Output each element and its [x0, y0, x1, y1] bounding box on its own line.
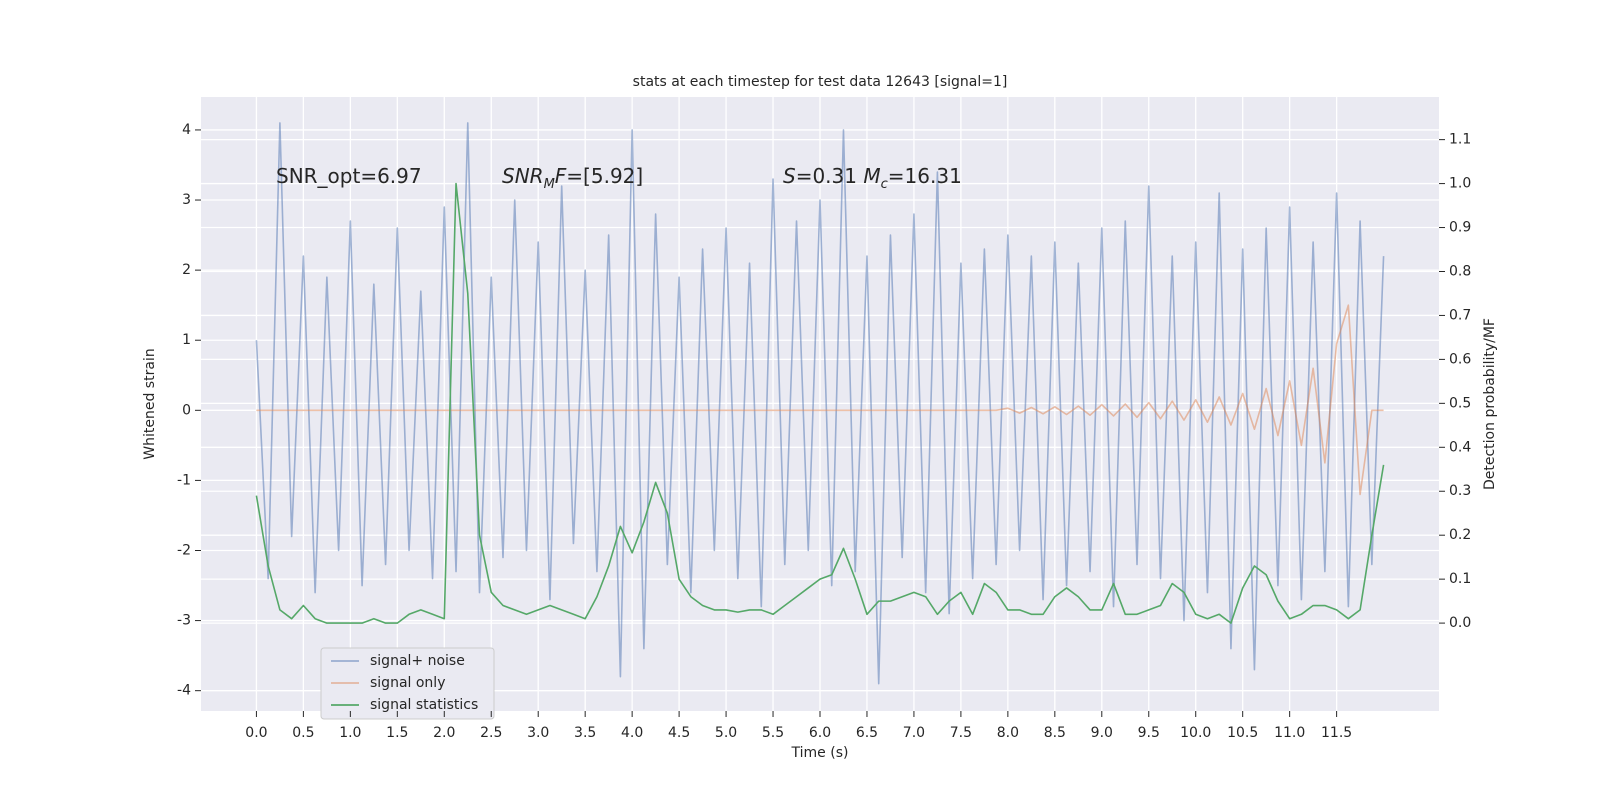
annotation-part: SNR	[502, 164, 544, 188]
annotation-part: =0.31	[796, 164, 864, 188]
y2-tick-label: 0.8	[1449, 263, 1471, 279]
x-tick-label: 3.5	[574, 725, 596, 741]
y-tick-label: 4	[182, 122, 191, 138]
annotation-part: =[5.92]	[566, 164, 643, 188]
annotation-part: M	[863, 164, 880, 188]
x-tick-label: 2.5	[480, 725, 502, 741]
series-line	[256, 304, 1384, 496]
legend-label: signal+ noise	[370, 653, 465, 669]
y2-tick-label: 0.2	[1449, 527, 1471, 543]
x-tick-label: 11.0	[1274, 725, 1305, 741]
x-axis-label: Time (s)	[791, 745, 849, 761]
x-tick-label: 5.5	[762, 725, 784, 741]
y-tick-label: 1	[182, 332, 191, 348]
annotation-part: SNR_opt=6.97	[276, 164, 422, 188]
y2-tick-label: 0.5	[1449, 395, 1471, 411]
annotation-part: S	[783, 164, 796, 188]
annotation: SNR_opt=6.97	[276, 164, 422, 188]
marks	[255, 122, 1385, 685]
y-tick-label: 2	[182, 262, 191, 278]
y-tick-label: -2	[177, 542, 191, 558]
x-tick-label: 7.5	[950, 725, 972, 741]
y2-tick-label: 0.4	[1449, 439, 1471, 455]
x-tick-label: 2.0	[433, 725, 455, 741]
y-tick-label: -3	[177, 613, 191, 629]
x-tick-label: 8.5	[1044, 725, 1066, 741]
x-tick-label: 5.0	[715, 725, 737, 741]
x-tick-label: 0.5	[292, 725, 314, 741]
x-tick-label: 4.5	[668, 725, 690, 741]
y-tick-label: -4	[177, 683, 191, 699]
y-tick-label: -1	[177, 472, 191, 488]
x-tick-label: 3.0	[527, 725, 549, 741]
x-tick-label: 10.0	[1180, 725, 1211, 741]
series-line	[255, 122, 1385, 685]
annotation: SNRMF=[5.92]	[502, 164, 643, 193]
x-tick-label: 9.0	[1091, 725, 1113, 741]
legend-label: signal only	[370, 675, 445, 691]
y2-tick-label: 0.3	[1449, 483, 1471, 499]
annotation-part: F	[555, 164, 567, 188]
y-tick-label: 0	[182, 402, 191, 418]
x-tick-label: 1.5	[386, 725, 408, 741]
x-tick-label: 11.5	[1321, 725, 1352, 741]
x-tick-label: 6.5	[856, 725, 878, 741]
annotation: S=0.31 Mc=16.31	[783, 164, 962, 193]
x-tick-label: 8.0	[997, 725, 1019, 741]
y2-tick-label: 0.7	[1449, 307, 1471, 323]
y2-tick-label: 1.1	[1449, 132, 1471, 148]
annotation-part: M	[544, 177, 555, 192]
y-axis-label: Whitened strain	[142, 348, 158, 459]
legend: signal+ noise signal only signal statistic…	[320, 647, 495, 720]
legend-label: signal statistics	[370, 697, 478, 713]
y2-tick-label: 0.1	[1449, 571, 1471, 587]
y-tick-label: 3	[182, 192, 191, 208]
y2-tick-label: 0.6	[1449, 351, 1471, 367]
annotation-part: c	[881, 177, 888, 192]
x-tick-label: 10.5	[1227, 725, 1258, 741]
series-line	[255, 182, 1385, 624]
x-tick-label: 0.0	[245, 725, 267, 741]
legend-box	[320, 647, 495, 720]
x-tick-label: 1.0	[339, 725, 361, 741]
chart-title: stats at each timestep for test data 126…	[633, 74, 1008, 90]
x-tick-label: 6.0	[809, 725, 831, 741]
y2-tick-label: 0.0	[1449, 615, 1471, 631]
y2-axis-label: Detection probability/MF	[1482, 318, 1498, 490]
x-tick-label: 9.5	[1138, 725, 1160, 741]
annotation-part: =16.31	[888, 164, 962, 188]
x-tick-label: 4.0	[621, 725, 643, 741]
y2-tick-label: 1.0	[1449, 176, 1471, 192]
x-tick-label: 7.0	[903, 725, 925, 741]
y2-tick-label: 0.9	[1449, 220, 1471, 236]
